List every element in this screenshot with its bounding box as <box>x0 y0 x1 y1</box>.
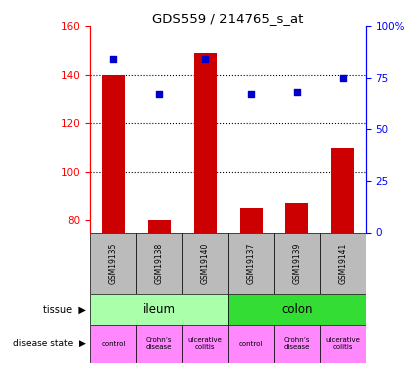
Bar <box>320 232 366 294</box>
Bar <box>182 232 228 294</box>
Point <box>248 92 254 98</box>
Text: Crohn’s
disease: Crohn’s disease <box>284 338 310 350</box>
Text: GSM19138: GSM19138 <box>155 243 164 284</box>
Bar <box>274 325 320 363</box>
Point <box>110 56 117 62</box>
Text: control: control <box>101 341 125 347</box>
Bar <box>286 203 308 232</box>
Text: disease state  ▶: disease state ▶ <box>14 339 86 348</box>
Point <box>339 75 346 81</box>
Bar <box>182 325 228 363</box>
Title: GDS559 / 214765_s_at: GDS559 / 214765_s_at <box>152 12 304 25</box>
Text: control: control <box>239 341 263 347</box>
Bar <box>136 325 182 363</box>
Text: ileum: ileum <box>143 303 176 316</box>
Bar <box>331 148 354 232</box>
Text: GSM19135: GSM19135 <box>109 243 118 284</box>
Text: ulcerative
colitis: ulcerative colitis <box>326 338 360 350</box>
Bar <box>228 294 366 325</box>
Bar <box>90 294 228 325</box>
Bar <box>240 208 263 232</box>
Text: ulcerative
colitis: ulcerative colitis <box>188 338 223 350</box>
Bar <box>102 75 125 232</box>
Point <box>293 89 300 95</box>
Bar <box>194 53 217 232</box>
Text: GSM19140: GSM19140 <box>201 243 210 284</box>
Bar <box>90 325 136 363</box>
Text: GSM19137: GSM19137 <box>247 243 256 284</box>
Bar <box>228 232 274 294</box>
Bar <box>274 232 320 294</box>
Bar <box>90 232 136 294</box>
Text: tissue  ▶: tissue ▶ <box>44 305 86 315</box>
Bar <box>228 325 274 363</box>
Bar <box>148 220 171 232</box>
Point <box>202 56 208 62</box>
Bar <box>136 232 182 294</box>
Text: GSM19141: GSM19141 <box>338 243 347 284</box>
Text: colon: colon <box>281 303 313 316</box>
Text: Crohn’s
disease: Crohn’s disease <box>146 338 173 350</box>
Bar <box>320 325 366 363</box>
Text: GSM19139: GSM19139 <box>293 243 301 284</box>
Point <box>156 92 163 98</box>
